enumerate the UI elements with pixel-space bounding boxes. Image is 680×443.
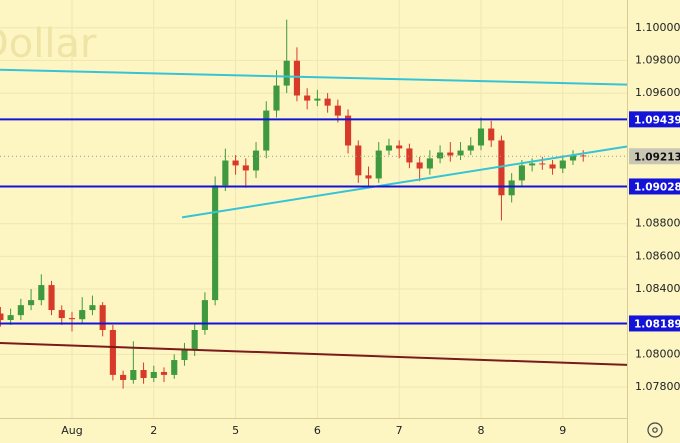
candle-body [508, 180, 515, 196]
candle-body [201, 300, 208, 330]
candle-body [171, 360, 178, 375]
candle-body [559, 160, 566, 169]
level-label: 1.09028 [634, 181, 680, 193]
candle-body [263, 110, 270, 151]
candle-body [529, 163, 536, 166]
candle-body [130, 369, 137, 380]
candle-body [242, 165, 249, 171]
candle-body [293, 60, 301, 96]
axes: 1.10000 1.09800 1.09600 1.08800 1.08600 1.084… [61, 21, 680, 437]
grid [0, 0, 627, 418]
candle-body [99, 305, 106, 330]
y-tick-label: 1.10000 [635, 21, 680, 34]
candle-body [304, 95, 311, 101]
candle-body [437, 152, 444, 159]
candle-body [539, 163, 546, 165]
settings-icon[interactable] [647, 422, 663, 438]
x-tick-label: 9 [559, 424, 566, 437]
candle-body [549, 164, 556, 169]
candle-body [120, 374, 127, 380]
y-tick-label: 1.08600 [635, 249, 680, 262]
candle-body [273, 85, 280, 111]
trend-line [0, 68, 628, 86]
candle-body [314, 98, 321, 101]
candle-body [191, 329, 198, 351]
watermark: Dollar [0, 21, 97, 67]
candle-body [426, 158, 433, 169]
y-tick-label: 1.07800 [635, 380, 680, 393]
x-tick-label: 2 [150, 424, 157, 437]
x-tick-label: 6 [314, 424, 321, 437]
candle-body [212, 185, 219, 301]
candle-body [7, 315, 14, 321]
candle-body [181, 350, 188, 361]
trend-line [0, 342, 628, 366]
candle-body [355, 145, 362, 176]
candle-body [89, 305, 96, 311]
candle-body [375, 150, 382, 179]
candle-body [38, 285, 45, 301]
candle-body [222, 160, 229, 186]
x-tick-label: 5 [232, 424, 239, 437]
level-label: 1.08189 [634, 318, 680, 330]
settings-icon-center [652, 427, 658, 433]
candle-body [569, 155, 577, 161]
candle-body [160, 371, 168, 375]
level-label-box [629, 315, 680, 332]
candle-body [396, 145, 403, 149]
candle-body [232, 160, 239, 166]
candle-body [150, 371, 157, 378]
y-tick-label: 1.08400 [635, 282, 680, 295]
candle-body [109, 329, 116, 375]
level-label-box [629, 111, 680, 128]
x-tick-label: 7 [396, 424, 403, 437]
candle-body [477, 128, 485, 146]
candle-body [580, 155, 587, 157]
candle-body [28, 300, 35, 306]
last-price-box [629, 148, 680, 165]
candle-body [17, 305, 24, 316]
candle-body [79, 310, 86, 320]
candle-body [324, 98, 331, 106]
candle-body [447, 152, 454, 156]
y-tick-label: 1.08000 [635, 347, 680, 360]
x-tick-label: Aug [61, 424, 82, 437]
candle-body [140, 369, 147, 378]
level-label: 1.09439 [634, 114, 680, 126]
candle-body [416, 162, 423, 169]
candle-body [406, 148, 413, 163]
candle-body [0, 313, 4, 321]
candle-body [457, 150, 464, 156]
candle-body [365, 175, 372, 179]
candle-body [283, 60, 290, 86]
last-price-label: 1.09213 [634, 151, 680, 163]
candle-body [344, 115, 352, 146]
candle-body [518, 165, 525, 181]
y-tick-label: 1.09600 [635, 86, 680, 99]
candle-body [498, 140, 505, 196]
plot [0, 19, 628, 389]
candle-body [467, 145, 474, 151]
candle-body [252, 150, 260, 171]
level-label-box [629, 178, 680, 195]
candle-body [68, 318, 76, 320]
y-tick-label: 1.09800 [635, 53, 680, 66]
candle-body [334, 105, 341, 116]
x-tick-label: 8 [477, 424, 484, 437]
candle-body [488, 128, 495, 141]
candle-body [58, 310, 65, 319]
candle-body [385, 145, 393, 151]
y-tick-label: 1.08800 [635, 217, 680, 230]
trend-line [181, 145, 628, 219]
candle-body [48, 285, 55, 311]
